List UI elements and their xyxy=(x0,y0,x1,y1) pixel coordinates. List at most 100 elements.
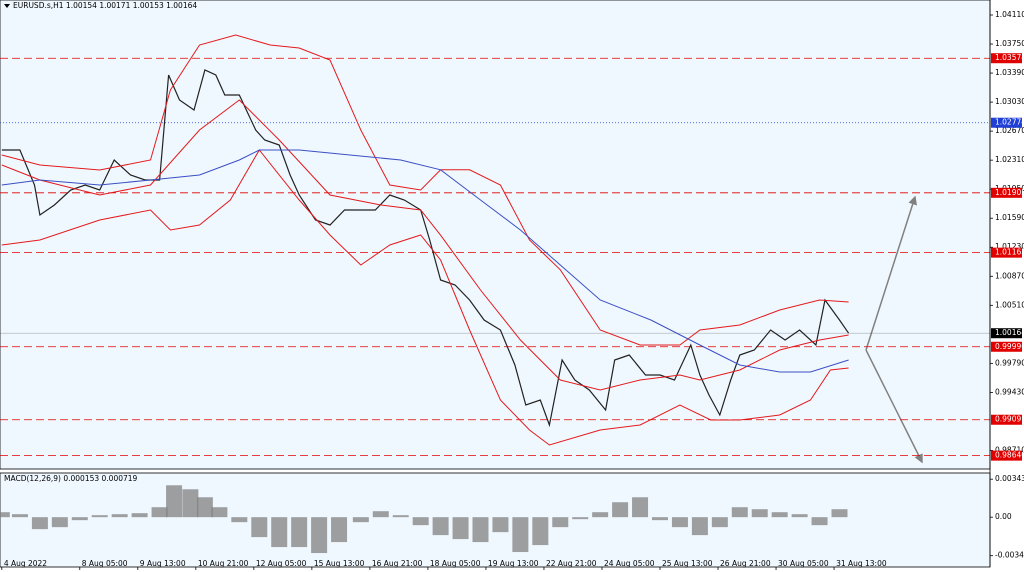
price-line xyxy=(1,149,849,446)
macd-bar xyxy=(131,513,148,518)
macd-bar xyxy=(691,517,708,536)
macd-bar xyxy=(331,517,348,543)
macd-bar xyxy=(731,507,748,518)
macd-bar xyxy=(652,517,668,521)
macd-bar xyxy=(831,509,848,518)
chart-title: EURUSD.s,H1 1.00154 1.00171 1.00153 1.00… xyxy=(13,1,197,10)
macd-bar xyxy=(182,489,199,518)
macd-bar xyxy=(751,509,768,518)
y-tick-label: 1.04110 xyxy=(995,10,1024,19)
macd-bar xyxy=(392,515,409,518)
macd-bar xyxy=(271,517,288,548)
price-level-tag xyxy=(991,341,1022,352)
macd-bar xyxy=(0,512,10,518)
price-level-tag xyxy=(991,187,1022,198)
macd-bar xyxy=(432,517,449,536)
macd-bar xyxy=(552,517,569,528)
macd-bar xyxy=(251,517,268,538)
macd-bar xyxy=(492,517,509,533)
symbol-menu-icon[interactable] xyxy=(4,4,10,8)
price-level-label: 1.02774 xyxy=(995,118,1024,127)
macd-bar xyxy=(592,512,609,518)
y-tick-label: 1.01230 xyxy=(995,242,1024,251)
x-tick-label: 18 Aug 05:00 xyxy=(430,559,481,568)
y-tick-label: 0.003432 xyxy=(995,474,1024,483)
macd-bar xyxy=(791,514,808,518)
x-tick-label: 16 Aug 21:00 xyxy=(372,559,423,568)
price-level-tag xyxy=(991,247,1022,258)
macd-bar xyxy=(412,517,429,526)
macd-bar xyxy=(11,514,28,518)
y-tick-label: 1.02670 xyxy=(995,126,1024,135)
y-tick-label: 1.03030 xyxy=(995,97,1024,106)
macd-bar xyxy=(91,515,108,518)
macd-bar xyxy=(572,517,589,520)
price-level-tag xyxy=(991,328,1022,339)
price-line xyxy=(1,99,849,391)
plot-lines xyxy=(0,34,990,457)
x-tick-label: 4 Aug 2022 xyxy=(4,559,47,568)
macd-bar xyxy=(71,517,88,521)
x-tick-label: 31 Aug 13:00 xyxy=(836,559,887,568)
price-level-label: 1.01905 xyxy=(995,188,1024,197)
macd-bar xyxy=(811,517,828,526)
macd-bar xyxy=(211,507,228,518)
x-tick-label: 26 Aug 21:00 xyxy=(720,559,771,568)
macd-bar xyxy=(196,497,213,518)
x-tick-label: 22 Aug 21:00 xyxy=(546,559,597,568)
macd-bar xyxy=(452,517,469,540)
macd-bar xyxy=(151,507,168,518)
y-tick-label: 0.00 xyxy=(995,512,1012,521)
macd-bar xyxy=(512,517,529,553)
y-tick-label: 0.99790 xyxy=(995,358,1024,367)
macd-bar xyxy=(532,517,549,546)
x-tick-label: 10 Aug 21:00 xyxy=(198,559,249,568)
macd-bar xyxy=(311,517,328,554)
macd-bar xyxy=(372,511,389,518)
y-tick-label: 1.03750 xyxy=(995,39,1024,48)
macd-bar xyxy=(771,512,788,518)
y-tick-label: 1.03390 xyxy=(995,68,1024,77)
price-level-label: 0.99996 xyxy=(995,342,1024,351)
price-level-label: 0.99091 xyxy=(995,415,1024,424)
x-tick-label: 9 Aug 13:00 xyxy=(140,559,186,568)
macd-bar xyxy=(671,517,688,528)
y-tick-label: -0.003478 xyxy=(995,551,1024,560)
y-tick-label: 1.01590 xyxy=(995,213,1024,222)
macd-bar xyxy=(51,517,68,528)
macd-title: MACD(12,26,9) 0.000153 0.000719 xyxy=(4,474,138,483)
price-level-label: 1.03574 xyxy=(995,53,1024,62)
macd-bar xyxy=(166,485,183,518)
main-plot-area xyxy=(0,0,991,470)
x-tick-label: 19 Aug 13:00 xyxy=(488,559,539,568)
y-tick-label: 0.98710 xyxy=(995,445,1024,454)
x-tick-label: 15 Aug 13:00 xyxy=(314,559,365,568)
price-level-tag xyxy=(991,117,1022,128)
macd-bar xyxy=(31,517,48,530)
y-tick-label: 1.02310 xyxy=(995,155,1024,164)
price-level-tag xyxy=(991,450,1022,461)
x-tick-label: 8 Aug 05:00 xyxy=(82,559,128,568)
macd-bar xyxy=(352,517,369,523)
price-level-label: 1.01163 xyxy=(995,248,1024,257)
price-level-label: 1.00164 xyxy=(995,328,1024,337)
price-line xyxy=(1,34,849,346)
macd-bar xyxy=(632,497,649,518)
arrow-up xyxy=(865,195,917,351)
price-level-tag xyxy=(991,53,1022,64)
forecast-arrows xyxy=(865,195,923,464)
price-level-label: 0.98646 xyxy=(995,451,1024,460)
y-tick-label: 1.00510 xyxy=(995,300,1024,309)
macd-bar xyxy=(472,517,489,543)
x-tick-label: 12 Aug 05:00 xyxy=(256,559,307,568)
x-tick-label: 30 Aug 05:00 xyxy=(778,559,829,568)
price-line xyxy=(1,149,849,373)
x-tick-label: 24 Aug 05:00 xyxy=(604,559,655,568)
y-tick-label: 1.00870 xyxy=(995,271,1024,280)
macd-bar xyxy=(111,514,128,518)
macd-bar xyxy=(291,517,308,548)
macd-bar xyxy=(612,502,629,518)
arrow-down xyxy=(865,349,923,464)
price-level-tag xyxy=(991,414,1022,425)
